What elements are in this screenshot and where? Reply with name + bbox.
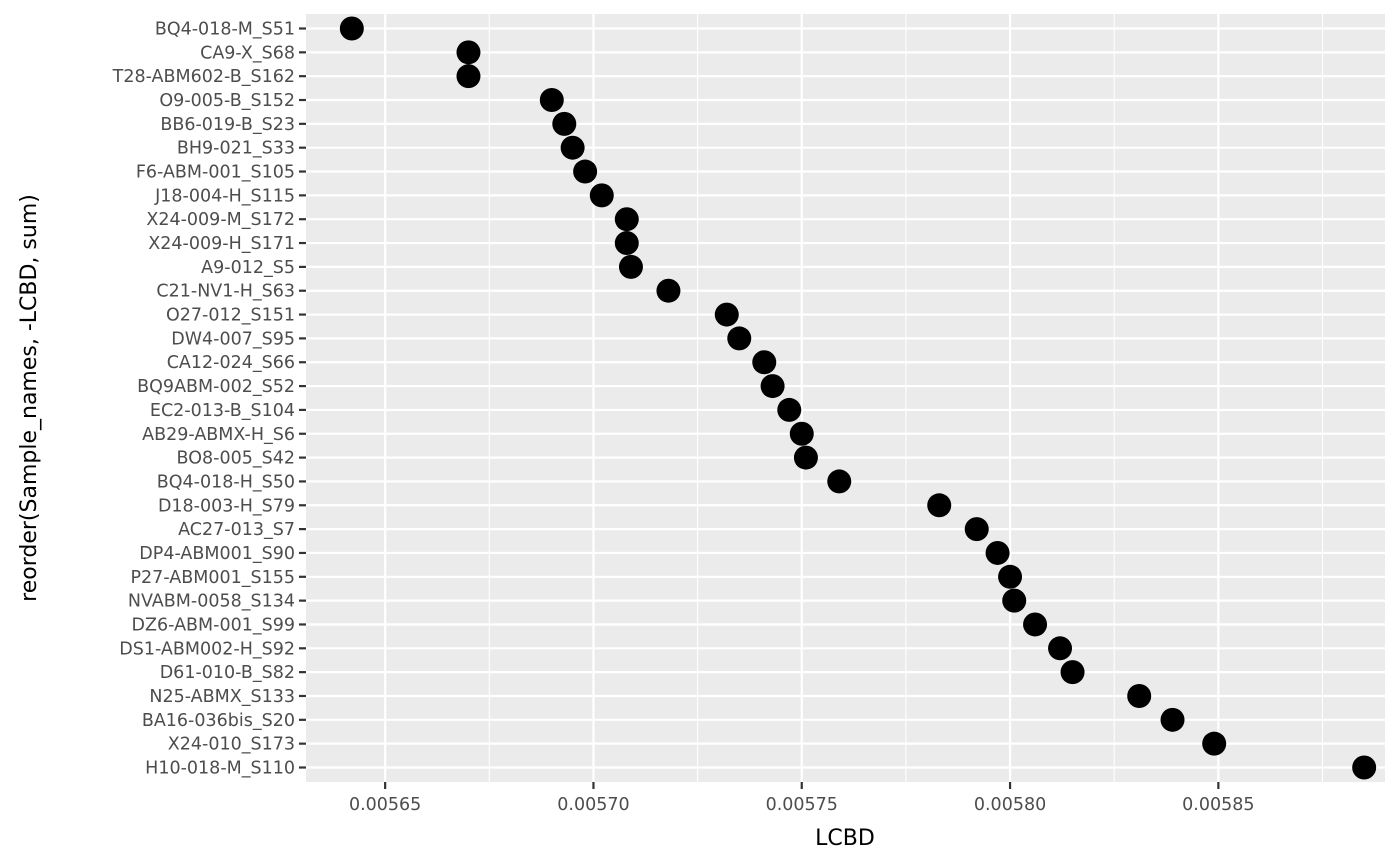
- data-point: [1060, 660, 1085, 685]
- y-tick-label: DP4-ABM001_S90: [139, 544, 295, 564]
- data-point: [727, 326, 752, 351]
- y-tick-label: N25-ABMX_S133: [149, 687, 295, 707]
- data-point: [1002, 588, 1027, 613]
- y-tick-label: F6-ABM-001_S105: [136, 163, 295, 183]
- y-tick-label: BQ4-018-M_S51: [155, 20, 295, 40]
- data-point: [456, 40, 481, 65]
- data-point: [573, 159, 598, 184]
- y-tick-label: O9-005-B_S152: [159, 91, 295, 111]
- data-point: [614, 207, 639, 232]
- data-point: [714, 302, 739, 327]
- y-tick-label: D18-003-H_S79: [158, 496, 295, 516]
- data-point: [656, 278, 681, 303]
- data-point: [793, 445, 818, 470]
- y-axis-title: reorder(Sample_names, -LCBD, sum): [17, 194, 42, 602]
- data-point: [456, 64, 481, 89]
- y-tick-label: H10-018-M_S110: [145, 759, 295, 779]
- data-point: [1160, 707, 1185, 732]
- y-tick-label: AB29-ABMX-H_S6: [142, 425, 295, 445]
- data-point: [789, 421, 814, 446]
- data-point: [777, 397, 802, 422]
- data-point: [1352, 755, 1377, 780]
- y-tick-label: X24-010_S173: [168, 735, 295, 755]
- x-tick-label: 0.00565: [349, 795, 421, 815]
- x-tick-label: 0.00585: [1182, 795, 1254, 815]
- data-point: [1023, 612, 1048, 637]
- data-point: [589, 183, 614, 208]
- data-point: [827, 469, 852, 494]
- data-point: [552, 111, 577, 136]
- y-tick-label: BQ9ABM-002_S52: [137, 377, 295, 397]
- data-point: [539, 88, 564, 113]
- y-tick-label: EC2-013-B_S104: [150, 401, 295, 421]
- y-tick-label: BA16-036bis_S20: [142, 711, 295, 731]
- y-tick-label: X24-009-H_S171: [148, 234, 295, 254]
- y-tick-label: NVABM-0058_S134: [128, 592, 295, 612]
- y-tick-label: O27-012_S151: [166, 306, 295, 326]
- y-tick-label: C21-NV1-H_S63: [156, 282, 295, 302]
- x-tick-label: 0.00575: [766, 795, 838, 815]
- minor-gridlines: [488, 14, 1324, 782]
- y-tick-label: DS1-ABM002-H_S92: [119, 639, 295, 659]
- y-tick-label: A9-012_S5: [201, 258, 295, 278]
- y-tick-label: P27-ABM001_S155: [131, 568, 296, 588]
- x-tick-label: 0.00580: [974, 795, 1046, 815]
- data-point: [927, 493, 952, 518]
- data-point: [560, 135, 585, 160]
- x-axis: 0.00565 0.00570 0.00575 0.00580 0.00585: [349, 782, 1255, 815]
- data-point: [964, 517, 989, 542]
- x-axis-title: LCBD: [815, 826, 875, 851]
- y-tick-label: BB6-019-B_S23: [160, 115, 295, 135]
- y-tick-label: BO8-005_S42: [177, 449, 295, 469]
- y-tick-label: D61-010-B_S82: [160, 663, 295, 683]
- y-tick-label: AC27-013_S7: [178, 520, 295, 540]
- y-tick-label: DW4-007_S95: [171, 329, 295, 349]
- data-point: [752, 350, 777, 375]
- y-tick-label: T28-ABM602-B_S162: [112, 67, 295, 87]
- data-points: [339, 16, 1377, 780]
- data-point: [614, 231, 639, 256]
- y-tick-label: CA12-024_S66: [167, 353, 295, 373]
- y-tick-label: BQ4-018-H_S50: [157, 472, 295, 492]
- y-tick-label: DZ6-ABM-001_S99: [132, 615, 295, 635]
- y-axis: BQ4-018-M_S51 CA9-X_S68 T28-ABM602-B_S162 O…: [112, 20, 306, 779]
- data-point: [760, 374, 785, 399]
- data-point: [1048, 636, 1073, 661]
- data-point: [985, 540, 1010, 565]
- y-tick-label: X24-009-M_S172: [146, 210, 295, 230]
- x-tick-label: 0.00570: [557, 795, 629, 815]
- plot-panel: [306, 14, 1385, 782]
- data-point: [998, 564, 1023, 589]
- data-point: [1127, 683, 1152, 708]
- major-gridlines: [306, 14, 1385, 782]
- data-point: [1202, 731, 1227, 756]
- y-tick-label: BH9-021_S33: [177, 139, 295, 159]
- y-tick-label: J18-004-H_S115: [154, 186, 295, 206]
- y-tick-label: CA9-X_S68: [200, 43, 295, 63]
- data-point: [339, 16, 364, 41]
- data-point: [618, 254, 643, 279]
